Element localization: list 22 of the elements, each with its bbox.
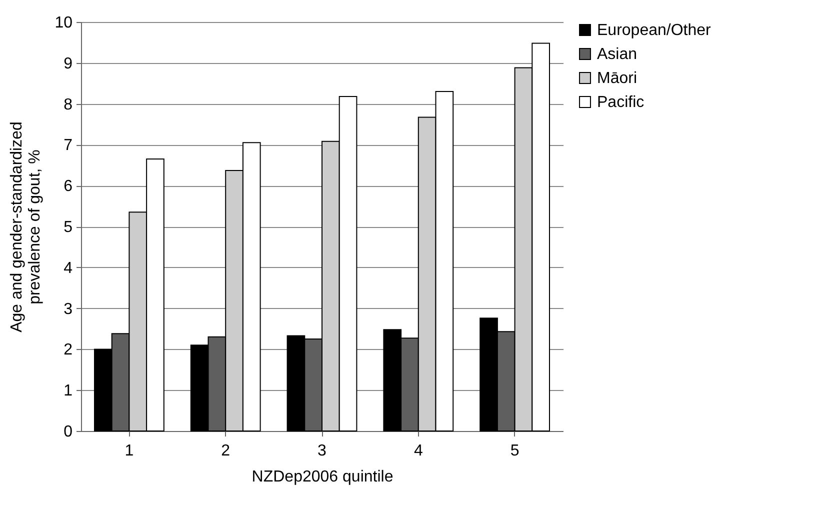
y-axis-title: Age and gender-standardized prevalence of gout, % <box>8 122 44 332</box>
x-tick-label: 2 <box>221 442 230 460</box>
legend-label: European/Other <box>597 22 712 39</box>
legend-label: Asian <box>597 46 638 63</box>
x-tick-label: 4 <box>414 442 423 460</box>
y-tick-label: 10 <box>54 14 73 32</box>
x-tick-label: 1 <box>124 442 134 460</box>
y-tick-label: 5 <box>64 219 73 236</box>
y-tick-label: 2 <box>64 342 73 359</box>
legend-label: Māori <box>597 70 638 87</box>
x-axis-title: NZDep2006 quintile <box>252 468 394 486</box>
x-tick-label: 5 <box>510 442 520 460</box>
y-tick-label: 4 <box>64 260 73 277</box>
y-tick-label: 9 <box>64 55 73 72</box>
y-tick-label: 6 <box>64 178 73 196</box>
y-tick-label: 1 <box>64 382 73 400</box>
legend-label: Pacific <box>597 94 644 111</box>
y-tick-label: 0 <box>64 424 73 440</box>
y-tick-label: 7 <box>64 137 73 154</box>
y-tick-label: 8 <box>64 96 73 114</box>
x-tick-label: 3 <box>318 442 327 460</box>
y-tick-label: 3 <box>64 300 73 318</box>
